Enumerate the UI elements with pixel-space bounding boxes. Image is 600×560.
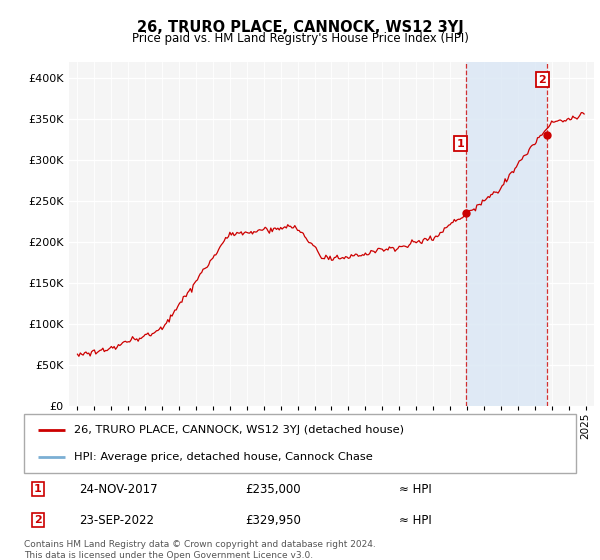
Text: ≈ HPI: ≈ HPI — [400, 514, 432, 527]
Text: 23-SEP-2022: 23-SEP-2022 — [79, 514, 154, 527]
Text: £235,000: £235,000 — [245, 483, 301, 496]
Text: 1: 1 — [457, 139, 464, 148]
Text: Price paid vs. HM Land Registry's House Price Index (HPI): Price paid vs. HM Land Registry's House … — [131, 32, 469, 45]
Bar — [466, 62, 547, 406]
Text: 24-NOV-2017: 24-NOV-2017 — [79, 483, 158, 496]
Text: £329,950: £329,950 — [245, 514, 301, 527]
FancyBboxPatch shape — [24, 414, 576, 473]
Text: 2: 2 — [34, 515, 41, 525]
Text: 1: 1 — [34, 484, 41, 494]
Text: ≈ HPI: ≈ HPI — [400, 483, 432, 496]
Text: Contains HM Land Registry data © Crown copyright and database right 2024.
This d: Contains HM Land Registry data © Crown c… — [24, 540, 376, 560]
Text: HPI: Average price, detached house, Cannock Chase: HPI: Average price, detached house, Cann… — [74, 452, 373, 463]
Text: 2: 2 — [538, 74, 546, 85]
Text: 26, TRURO PLACE, CANNOCK, WS12 3YJ: 26, TRURO PLACE, CANNOCK, WS12 3YJ — [137, 20, 463, 35]
Text: 26, TRURO PLACE, CANNOCK, WS12 3YJ (detached house): 26, TRURO PLACE, CANNOCK, WS12 3YJ (deta… — [74, 425, 404, 435]
